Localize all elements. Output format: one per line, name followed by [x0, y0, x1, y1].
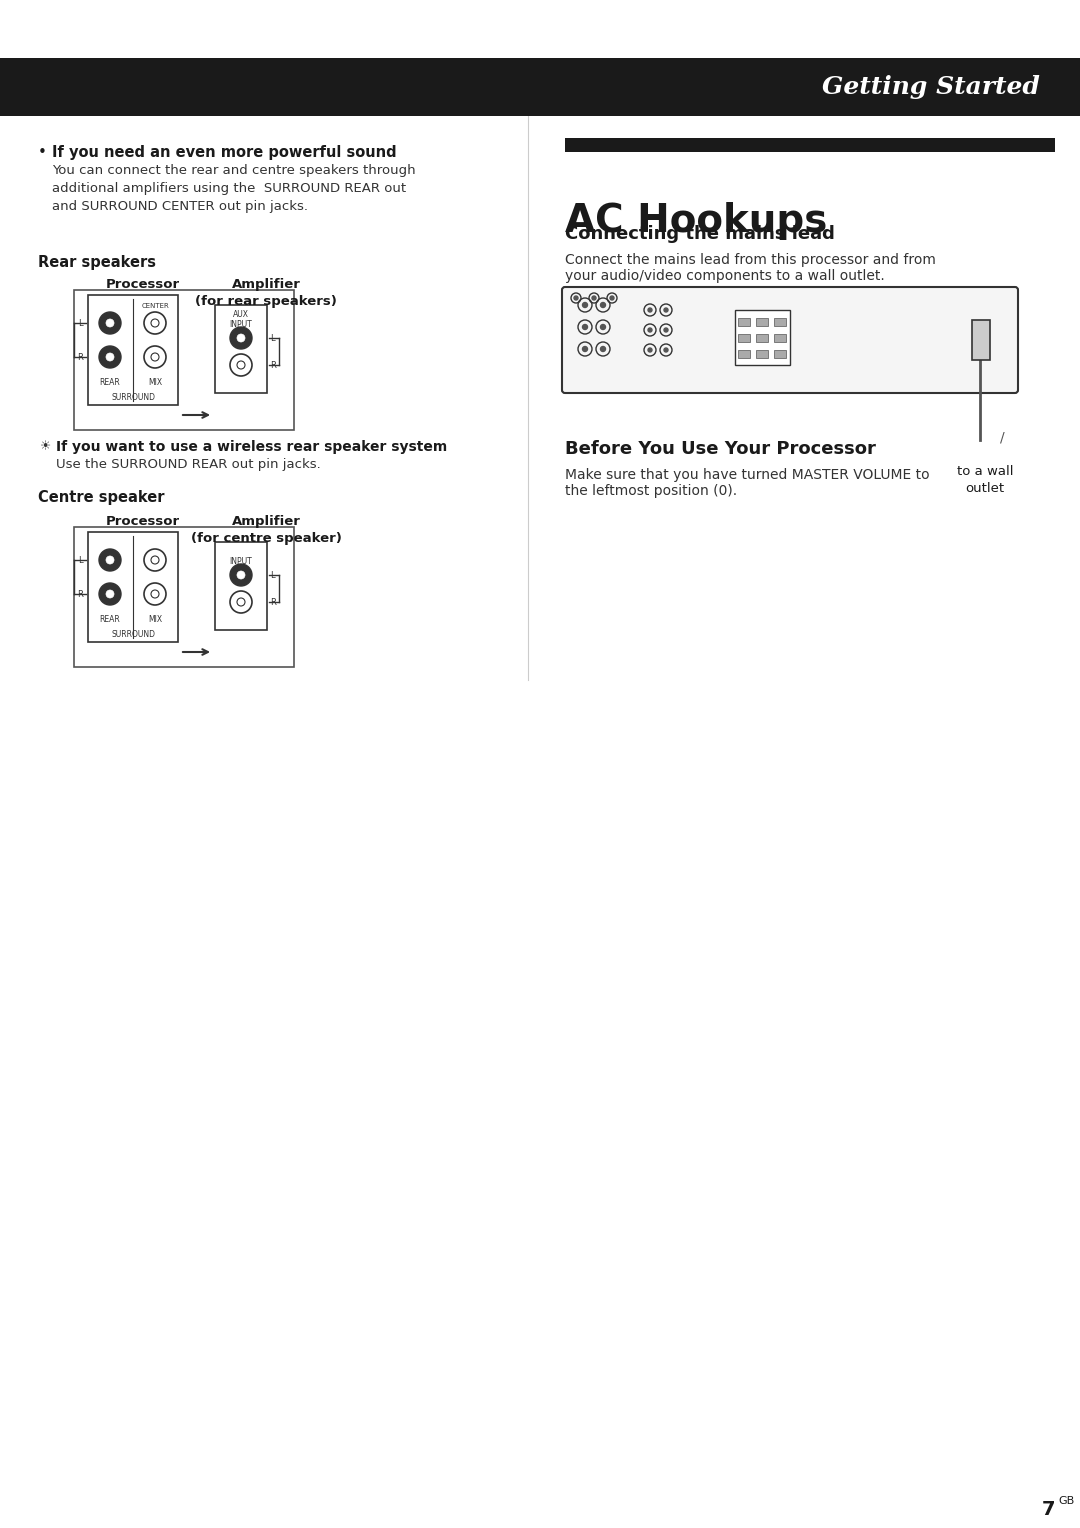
Text: You can connect the rear and centre speakers through
additional amplifiers using: You can connect the rear and centre spea… — [52, 163, 416, 212]
FancyBboxPatch shape — [562, 287, 1018, 393]
Text: Amplifier
(for centre speaker): Amplifier (for centre speaker) — [190, 515, 341, 545]
Circle shape — [99, 312, 121, 335]
Text: Centre speaker: Centre speaker — [38, 490, 164, 504]
Text: L: L — [79, 318, 83, 327]
Bar — [215, 306, 267, 393]
Text: INPUT: INPUT — [230, 319, 253, 329]
Bar — [87, 295, 178, 405]
Circle shape — [610, 296, 615, 299]
Circle shape — [237, 335, 245, 342]
Circle shape — [106, 556, 114, 564]
Bar — [738, 350, 750, 358]
Text: the leftmost position (0).: the leftmost position (0). — [565, 484, 738, 498]
Bar — [87, 532, 178, 642]
Bar — [738, 335, 750, 342]
Text: SURROUND: SURROUND — [111, 393, 156, 402]
Circle shape — [582, 303, 588, 307]
Text: Before You Use Your Processor: Before You Use Your Processor — [565, 440, 876, 458]
Circle shape — [99, 549, 121, 571]
Circle shape — [648, 309, 652, 312]
Text: MIX: MIX — [148, 614, 162, 623]
Circle shape — [600, 347, 606, 351]
Text: AC Hookups: AC Hookups — [565, 202, 827, 240]
Text: Connecting the mains lead: Connecting the mains lead — [565, 225, 835, 243]
Bar — [756, 335, 768, 342]
Text: L: L — [270, 570, 274, 579]
Circle shape — [106, 590, 114, 597]
Circle shape — [582, 324, 588, 330]
Circle shape — [230, 564, 252, 587]
Bar — [972, 319, 990, 361]
Circle shape — [664, 309, 669, 312]
Text: If you need an even more powerful sound: If you need an even more powerful sound — [52, 145, 396, 160]
Circle shape — [592, 296, 596, 299]
Circle shape — [648, 329, 652, 332]
Bar — [75, 290, 294, 429]
Circle shape — [237, 571, 245, 579]
Circle shape — [664, 329, 669, 332]
Text: REAR: REAR — [99, 377, 120, 387]
Text: L: L — [270, 333, 274, 342]
Text: AUX: AUX — [233, 310, 249, 319]
Text: your audio/video components to a wall outlet.: your audio/video components to a wall ou… — [565, 269, 885, 283]
Circle shape — [582, 347, 588, 351]
Text: R: R — [77, 590, 83, 599]
Bar — [90, 622, 176, 639]
Text: L: L — [79, 556, 83, 564]
Text: GB: GB — [1058, 1496, 1075, 1507]
Bar — [756, 350, 768, 358]
Circle shape — [648, 348, 652, 351]
Text: REAR: REAR — [99, 614, 120, 623]
Bar — [774, 335, 786, 342]
Bar — [215, 542, 267, 630]
Text: /: / — [1000, 429, 1004, 445]
Bar — [90, 385, 176, 400]
Circle shape — [106, 319, 114, 327]
Text: Amplifier
(for rear speakers): Amplifier (for rear speakers) — [195, 278, 337, 309]
Text: Processor: Processor — [106, 515, 180, 529]
Bar — [75, 527, 294, 668]
Text: Make sure that you have turned MASTER VOLUME to: Make sure that you have turned MASTER VO… — [565, 468, 930, 481]
Bar — [756, 318, 768, 325]
Bar — [565, 138, 1055, 151]
Circle shape — [99, 584, 121, 605]
Text: Connect the mains lead from this processor and from: Connect the mains lead from this process… — [565, 254, 936, 267]
Circle shape — [600, 303, 606, 307]
Circle shape — [600, 324, 606, 330]
Text: R: R — [77, 353, 83, 362]
Text: 7: 7 — [1042, 1500, 1055, 1519]
Text: R: R — [270, 361, 275, 370]
Text: Use the SURROUND REAR out pin jacks.: Use the SURROUND REAR out pin jacks. — [56, 458, 321, 471]
Bar — [738, 318, 750, 325]
Text: ☀: ☀ — [40, 440, 51, 452]
Bar — [774, 350, 786, 358]
Text: Getting Started: Getting Started — [822, 75, 1040, 99]
Text: MIX: MIX — [148, 377, 162, 387]
Text: SURROUND: SURROUND — [111, 630, 156, 639]
Bar — [774, 318, 786, 325]
Text: CENTER: CENTER — [141, 303, 168, 309]
Text: INPUT: INPUT — [230, 558, 253, 565]
Text: to a wall
outlet: to a wall outlet — [957, 465, 1013, 495]
Circle shape — [230, 327, 252, 348]
Text: If you want to use a wireless rear speaker system: If you want to use a wireless rear speak… — [56, 440, 447, 454]
Bar — [0, 58, 1080, 116]
Circle shape — [99, 345, 121, 368]
Circle shape — [106, 353, 114, 361]
Text: Rear speakers: Rear speakers — [38, 255, 156, 270]
Text: •: • — [38, 145, 46, 160]
Text: Processor: Processor — [106, 278, 180, 290]
Circle shape — [573, 296, 578, 299]
Bar — [735, 310, 789, 365]
Text: R: R — [270, 597, 275, 607]
Circle shape — [664, 348, 669, 351]
